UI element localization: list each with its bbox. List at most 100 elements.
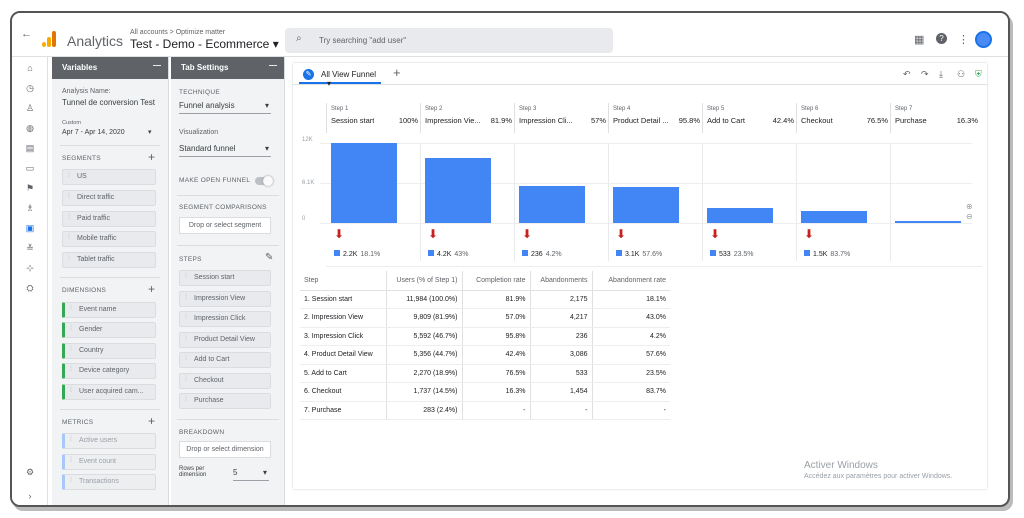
analysis-name-value[interactable]: Tunnel de conversion Test (62, 98, 155, 107)
step-header[interactable]: Step 6 Checkout 76.5% (796, 103, 890, 133)
technique-select[interactable]: Funnel analysis ▾ (179, 101, 271, 114)
table-row[interactable]: 1. Session start 11,984 (100.0%) 81.9% 2,17… (300, 290, 670, 309)
drop-off-arrow-icon[interactable]: ⬇ (334, 227, 345, 241)
funnel-bar[interactable] (707, 207, 773, 223)
shield-check-icon[interactable]: ⛨ (975, 69, 982, 79)
step-chip[interactable]: Product Detail View (179, 332, 271, 348)
funnel-bar[interactable] (613, 187, 679, 223)
table-row[interactable]: 3. Impression Click 5,592 (46.7%) 95.8% 236… (300, 327, 670, 346)
add-segment-button[interactable]: + (148, 150, 156, 164)
tab-settings-minimize-button[interactable]: — (269, 61, 277, 70)
step-header[interactable]: Step 4 Product Detail ... 95.8% (608, 103, 702, 133)
undo-icon[interactable]: ↶ (903, 69, 911, 79)
table-row[interactable]: 4. Product Detail View 5,356 (44.7%) 42.4%… (300, 345, 670, 365)
help-icon[interactable]: ? (936, 33, 947, 44)
zoom-out-icon[interactable]: ⊖ (966, 212, 973, 221)
more-vert-icon[interactable]: ⋮ (958, 34, 969, 46)
column-header[interactable]: Step (300, 271, 387, 291)
hierarchy-icon[interactable]: ⊹ (26, 263, 34, 273)
apps-grid-icon[interactable]: ▦ (914, 34, 925, 46)
variables-minimize-button[interactable]: — (153, 61, 161, 70)
visualization-select[interactable]: Standard funnel ▾ (179, 144, 271, 157)
segment-drop-zone[interactable]: Drop or select segment (179, 217, 271, 234)
property-selector[interactable]: Test - Demo - Ecommerce ▾ (130, 37, 279, 51)
segment-chip[interactable]: Direct traffic (62, 190, 156, 206)
step-chip[interactable]: Session start (179, 270, 271, 286)
dimension-drop-zone[interactable]: Drop or select dimension (179, 441, 271, 458)
funnel-bar[interactable] (331, 143, 397, 223)
add-dimension-button[interactable]: + (148, 282, 156, 296)
drop-off-arrow-icon[interactable]: ⬇ (522, 227, 533, 241)
step-header[interactable]: Step 7 Purchase 16.3% (890, 103, 982, 133)
table-row[interactable]: 5. Add to Cart 2,270 (18.9%) 76.5% 533 23.5% (300, 364, 670, 383)
events-icon[interactable]: ≚ (26, 243, 34, 253)
funnel-bar[interactable] (519, 185, 585, 223)
search-box[interactable]: ⌕ Try searching "add user" (285, 28, 613, 53)
table-row[interactable]: 7. Purchase 283 (2.4%) - - - (300, 401, 670, 420)
table-row[interactable]: 6. Checkout 1,737 (14.5%) 16.3% 1,454 83.7% (300, 382, 670, 402)
add-metric-button[interactable]: + (148, 414, 156, 428)
segment-chip[interactable]: US (62, 169, 156, 185)
zoom-in-icon[interactable]: ⊕ (966, 202, 973, 211)
segment-chip[interactable]: Mobile traffic (62, 231, 156, 247)
step-chip[interactable]: Impression View (179, 291, 271, 307)
debug-icon[interactable]: ⛭ (26, 283, 34, 293)
devices-icon[interactable]: ▭ (25, 163, 35, 173)
drop-off-arrow-icon[interactable]: ⬇ (428, 227, 439, 241)
table-row[interactable]: 2. Impression View 9,809 (81.9%) 57.0% 4,21… (300, 308, 670, 328)
dimension-chip[interactable]: User acquired cam... (62, 384, 156, 400)
step-header[interactable]: Step 2 Impression Vie... 81.9% (420, 103, 514, 133)
edit-steps-pencil-icon[interactable]: ✎ (265, 252, 274, 263)
step-chip[interactable]: Add to Cart (179, 352, 271, 368)
chevron-down-icon[interactable]: ▾ (327, 79, 332, 88)
open-funnel-toggle[interactable] (255, 176, 273, 186)
share-users-icon[interactable]: ⚇ (957, 69, 966, 79)
drop-off-arrow-icon[interactable]: ⬇ (710, 227, 721, 241)
funnel-bar[interactable] (425, 157, 491, 223)
tab-all-view-funnel[interactable]: ✎ All View Funnel ▾ (299, 65, 381, 88)
drop-off-arrow-icon[interactable]: ⬇ (804, 227, 815, 241)
expand-chevron-icon[interactable]: › (28, 491, 32, 501)
funnel-bar[interactable] (801, 211, 867, 223)
funnel-bar[interactable] (895, 221, 961, 224)
date-range[interactable]: Apr 7 - Apr 14, 2020 (62, 129, 125, 136)
column-header[interactable]: Completion rate (462, 271, 531, 291)
step-chip[interactable]: Impression Click (179, 311, 271, 327)
segment-chip[interactable]: Tablet traffic (62, 252, 156, 268)
dimension-chip[interactable]: Event name (62, 302, 156, 318)
home-icon[interactable]: ⌂ (27, 63, 33, 73)
redo-icon[interactable]: ↷ (921, 69, 929, 79)
settings-gear-icon[interactable]: ⚙ (25, 467, 35, 477)
drop-off-arrow-icon[interactable]: ⬇ (616, 227, 627, 241)
rows-per-dimension-select[interactable]: 5 ▾ (233, 468, 269, 481)
download-icon[interactable]: ⤓ (939, 69, 943, 79)
users-icon[interactable]: ♗ (25, 203, 35, 213)
add-tab-button[interactable]: + (393, 65, 401, 80)
column-header[interactable]: Abandonment rate (592, 271, 670, 291)
dimension-chip[interactable]: Gender (62, 322, 156, 338)
step-header[interactable]: Step 1 Session start 100% (326, 103, 420, 133)
step-header[interactable]: Step 3 Impression Cli... 57% (514, 103, 608, 133)
audience-person-icon[interactable]: ♙ (25, 103, 35, 113)
column-header[interactable]: Abandonments (530, 271, 593, 291)
breadcrumb[interactable]: All accounts > Optimize matter (130, 29, 226, 36)
metric-chip[interactable]: Active users (62, 433, 156, 449)
dimension-chip[interactable]: Country (62, 343, 156, 359)
step-header[interactable]: Step 5 Add to Cart 42.4% (702, 103, 796, 133)
table-icon[interactable]: ▤ (25, 143, 35, 153)
flag-icon[interactable]: ⚑ (25, 183, 35, 193)
column-header[interactable]: Users (% of Step 1) (386, 271, 463, 291)
search-input[interactable]: Try searching "add user" (319, 36, 407, 45)
realtime-clock-icon[interactable]: ◷ (26, 83, 34, 93)
step-chip[interactable]: Checkout (179, 373, 271, 389)
back-arrow-icon[interactable]: ← (21, 28, 32, 40)
avatar[interactable] (975, 31, 992, 48)
globe-icon[interactable]: ◍ (26, 123, 34, 133)
metric-chip[interactable]: Event count (62, 454, 156, 470)
date-dropdown-icon[interactable]: ▾ (148, 129, 152, 136)
step-chip[interactable]: Purchase (179, 393, 271, 409)
metric-chip[interactable]: Transactions (62, 474, 156, 490)
segment-chip[interactable]: Paid traffic (62, 211, 156, 227)
analysis-icon[interactable]: ▣ (25, 223, 35, 233)
dimension-chip[interactable]: Device category (62, 363, 156, 379)
